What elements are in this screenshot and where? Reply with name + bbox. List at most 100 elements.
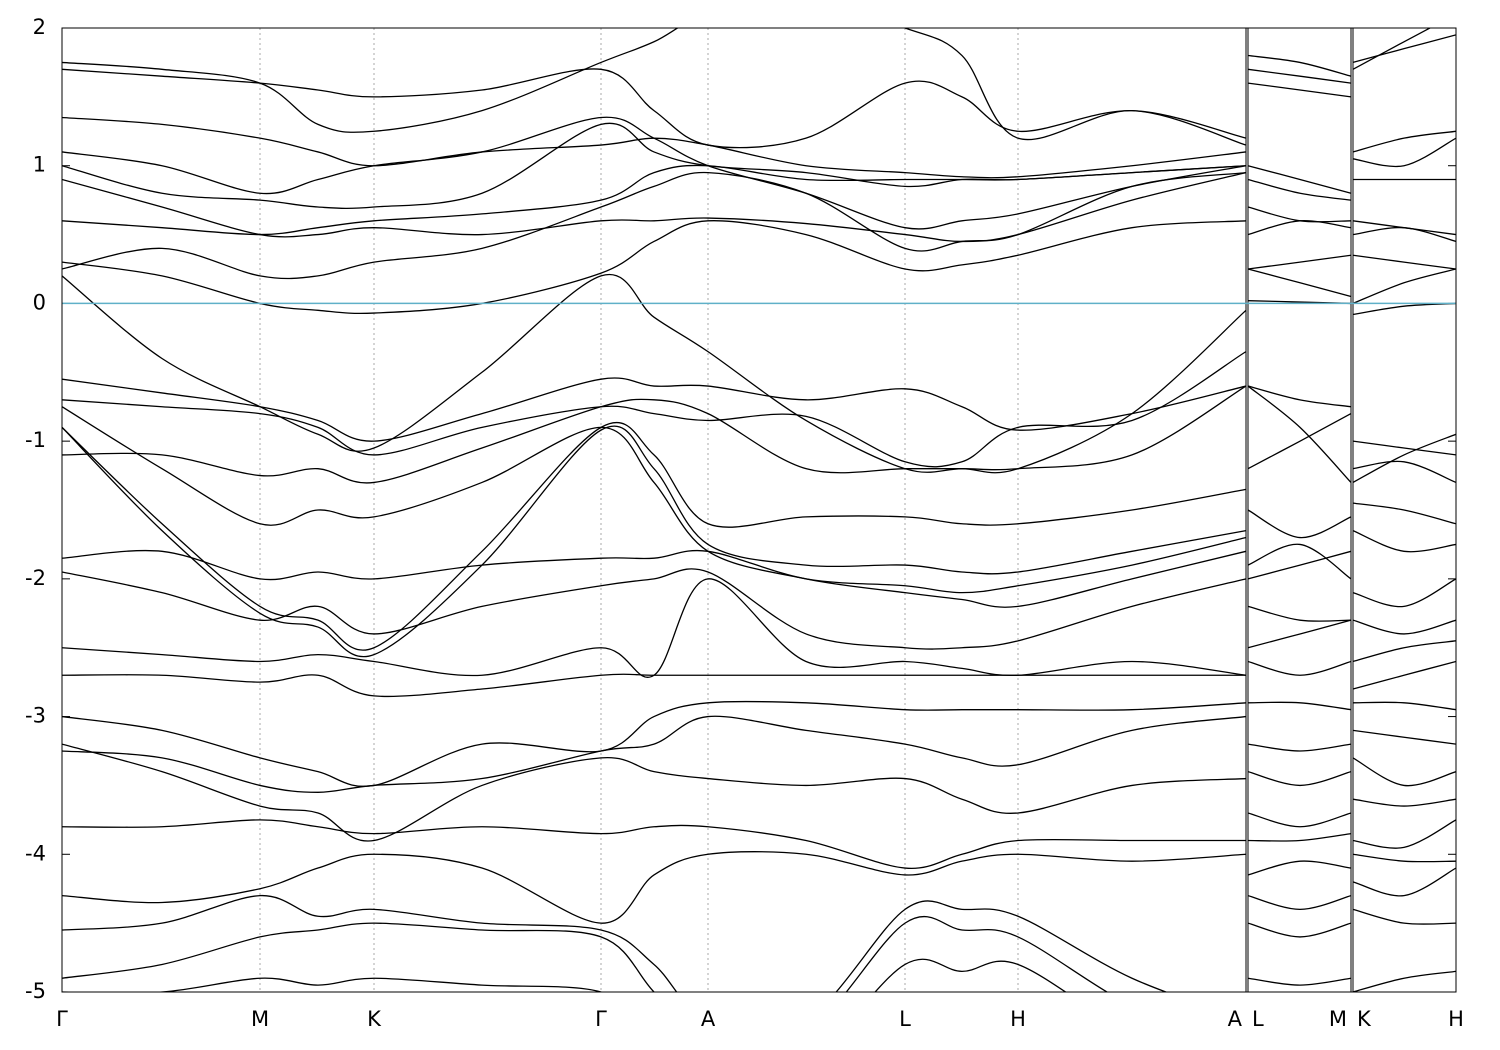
band	[1247, 660, 1352, 676]
band	[1352, 729, 1456, 745]
band	[1247, 922, 1352, 938]
band	[1352, 302, 1456, 316]
band	[1352, 660, 1456, 690]
band	[62, 425, 1247, 658]
band	[62, 916, 1109, 992]
x-tick-label: K	[1357, 1007, 1372, 1031]
band	[62, 377, 1247, 442]
y-tick-label: -4	[25, 841, 46, 865]
band	[62, 673, 1246, 698]
band	[1247, 206, 1352, 223]
band	[1247, 860, 1352, 876]
x-tick-label: H	[1010, 1007, 1026, 1031]
band	[1352, 757, 1456, 787]
x-tick-label: M	[251, 1007, 269, 1031]
band	[1352, 819, 1456, 849]
band	[1352, 701, 1456, 711]
band	[1352, 254, 1456, 270]
band	[1352, 433, 1456, 484]
band	[1247, 743, 1352, 752]
band	[62, 568, 1247, 650]
y-tick-label: -1	[25, 428, 46, 452]
band	[1247, 977, 1352, 986]
band	[1352, 578, 1456, 608]
band	[1247, 701, 1352, 711]
band	[1352, 34, 1456, 64]
x-tick-label: Γ	[595, 1007, 607, 1031]
band	[1247, 413, 1352, 470]
band	[62, 743, 1247, 842]
x-tick-label: A	[701, 1007, 716, 1031]
band	[1247, 543, 1352, 580]
plot-frame	[61, 27, 1457, 993]
band	[1247, 254, 1352, 270]
band	[1247, 832, 1352, 842]
band	[62, 220, 1247, 314]
x-tick-label: A	[1228, 1007, 1243, 1031]
band	[62, 894, 1168, 992]
band	[1352, 137, 1456, 168]
band	[1247, 550, 1352, 580]
band	[1247, 54, 1352, 77]
band	[62, 164, 1247, 236]
y-tick-label: 2	[33, 15, 46, 39]
band	[1247, 771, 1352, 787]
band	[1247, 178, 1352, 201]
band	[62, 171, 1247, 243]
band	[1352, 867, 1456, 897]
band	[1352, 908, 1456, 925]
band	[62, 28, 1247, 146]
band	[1247, 68, 1352, 84]
band	[1352, 853, 1456, 863]
band	[1352, 226, 1456, 243]
band	[62, 851, 1247, 924]
x-tick-label: M	[1329, 1007, 1347, 1031]
band	[1352, 530, 1456, 553]
band	[1352, 130, 1456, 153]
band	[62, 68, 1247, 149]
y-tick-label: 0	[33, 290, 46, 314]
band	[1352, 619, 1456, 635]
x-tick-label: L	[899, 1007, 911, 1031]
band	[1352, 798, 1456, 807]
band	[62, 578, 1247, 678]
band	[1247, 619, 1352, 649]
band	[1247, 509, 1352, 539]
band	[62, 122, 1247, 209]
band	[62, 421, 1247, 651]
band	[62, 406, 1247, 608]
band	[1247, 220, 1352, 236]
band	[62, 819, 1246, 869]
y-tick-label: -3	[25, 704, 46, 728]
band	[62, 171, 1247, 280]
band	[62, 536, 1247, 594]
band	[1247, 605, 1352, 622]
x-tick-label: L	[1252, 1007, 1264, 1031]
band	[1352, 440, 1456, 456]
band	[1352, 502, 1456, 525]
x-tick-label: K	[367, 1007, 382, 1031]
band	[1352, 268, 1456, 305]
band	[62, 351, 1247, 468]
x-tick-label: H	[1448, 1007, 1464, 1031]
band	[62, 385, 1247, 484]
band	[62, 273, 1247, 474]
band	[1247, 82, 1352, 98]
band	[1352, 460, 1456, 484]
band	[1247, 385, 1352, 483]
band	[1247, 165, 1352, 194]
bands	[62, 28, 1456, 992]
band	[1247, 894, 1352, 911]
band	[1352, 640, 1456, 663]
band	[62, 700, 1247, 787]
band	[62, 715, 1247, 793]
y-tick-label: -2	[25, 566, 46, 590]
band	[1352, 28, 1432, 70]
band	[62, 958, 1067, 992]
band	[1352, 220, 1456, 236]
band	[62, 116, 1247, 179]
band	[1247, 268, 1352, 298]
band	[1247, 385, 1352, 408]
band	[1352, 970, 1456, 992]
